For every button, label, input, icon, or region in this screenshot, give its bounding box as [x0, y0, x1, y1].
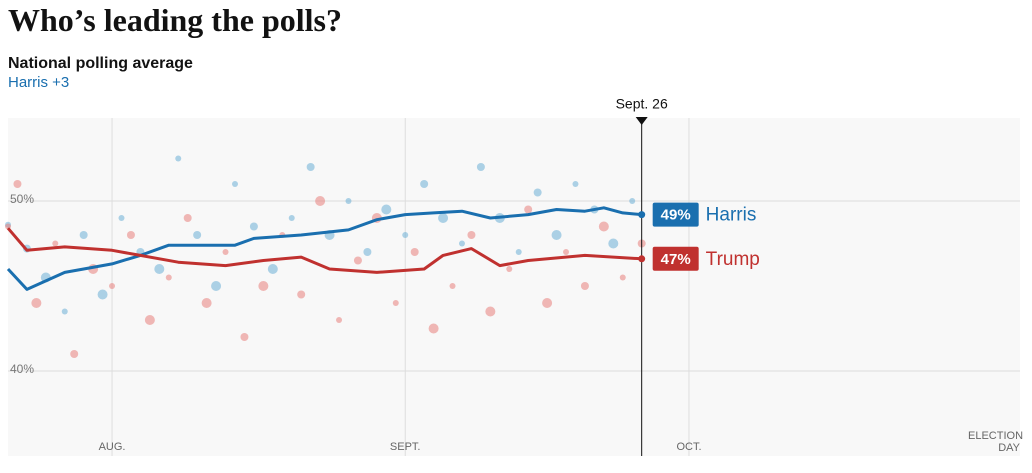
end-label-value: 47% — [661, 251, 691, 268]
poll-dot — [524, 205, 533, 214]
poll-dot — [267, 264, 278, 274]
end-label-box — [652, 246, 699, 271]
x-tick-label: AUG. — [98, 441, 126, 453]
poll-dot — [201, 298, 212, 308]
poll-dot — [175, 155, 182, 162]
plot-area — [8, 118, 1020, 456]
end-dot — [638, 211, 646, 219]
poll-dot — [118, 215, 125, 221]
poll-dot — [420, 180, 429, 188]
end-label-name: Trump — [706, 249, 760, 270]
poll-dot — [231, 181, 238, 187]
poll-dot — [249, 222, 258, 231]
poll-dot — [288, 215, 295, 221]
poll-dot — [598, 221, 609, 232]
poll-dot — [61, 308, 68, 315]
poll-dot — [297, 290, 306, 299]
poll-dot — [381, 204, 392, 215]
y-tick-label: 50% — [10, 192, 34, 206]
poll-dot — [363, 248, 372, 256]
poll-dot — [438, 213, 449, 223]
poll-dot — [345, 198, 352, 204]
poll-dot — [515, 249, 522, 255]
end-label-value: 49% — [661, 207, 691, 224]
end-dot — [638, 255, 646, 263]
poll-dot — [154, 264, 165, 274]
poll-dot — [183, 214, 192, 222]
poll-dot — [629, 198, 636, 204]
poll-dot — [458, 240, 465, 247]
poll-dot — [485, 306, 496, 317]
poll-dot — [542, 298, 553, 308]
poll-dot — [193, 231, 202, 239]
y-tick-label: 40% — [10, 362, 34, 376]
poll-dot — [580, 282, 589, 290]
x-tick-label: ELECTION DAY — [968, 430, 1024, 454]
poll-dot — [402, 232, 409, 238]
poll-dot — [506, 266, 513, 272]
end-label-name: Harris — [706, 205, 757, 226]
date-marker-arrow — [635, 117, 648, 125]
poll-dot — [126, 231, 135, 239]
poll-dot — [97, 289, 108, 300]
date-marker-label: Sept. 26 — [616, 96, 668, 112]
poll-dot — [619, 274, 626, 281]
poll-dot — [109, 283, 116, 289]
chart-title: Who’s leading the polls? — [8, 2, 342, 38]
poll-dot — [572, 181, 579, 187]
poll-dot — [476, 163, 485, 171]
poll-dot — [165, 274, 172, 281]
poll-dot — [315, 196, 326, 206]
average-line — [6, 227, 642, 274]
poll-dot — [608, 238, 619, 249]
poll-dot — [211, 281, 222, 291]
poll-dot — [52, 240, 59, 247]
poll-dot — [336, 317, 343, 323]
poll-dot — [258, 281, 269, 291]
x-tick-label: OCT. — [676, 441, 702, 453]
poll-dot — [144, 315, 155, 325]
poll-dot — [79, 231, 88, 239]
poll-dot — [13, 180, 22, 188]
poll-dot — [70, 350, 79, 358]
average-line — [6, 206, 642, 291]
x-tick-label: SEPT. — [389, 441, 421, 453]
lead: Harris +3 — [8, 74, 70, 91]
poll-dot — [533, 188, 542, 197]
poll-dot — [551, 230, 562, 240]
poll-dot — [467, 231, 476, 239]
subtitle: National polling average — [8, 55, 193, 72]
poll-dot — [392, 300, 399, 306]
poll-dot — [449, 283, 456, 289]
end-label-box — [652, 202, 699, 227]
poll-dot — [428, 323, 439, 334]
poll-dot — [222, 249, 229, 255]
poll-dot — [240, 333, 249, 341]
poll-dot — [306, 163, 315, 171]
poll-dot — [353, 256, 362, 265]
poll-dot — [31, 298, 42, 308]
poll-dot — [410, 248, 419, 256]
poll-dot — [563, 249, 570, 255]
